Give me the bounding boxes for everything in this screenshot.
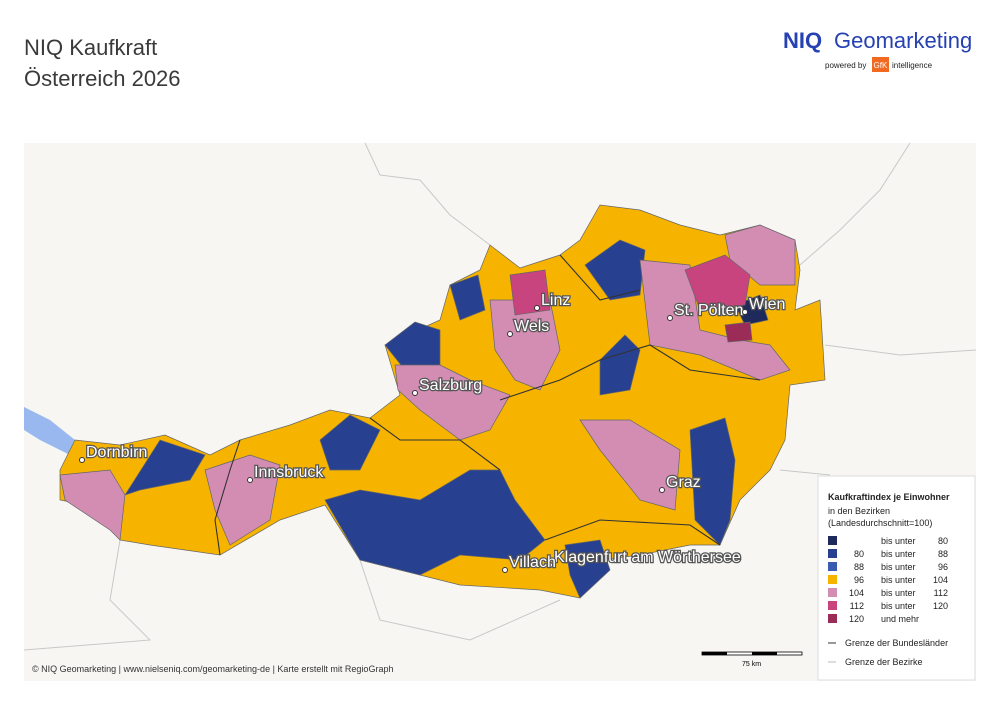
legend-to-label: bis unter — [881, 562, 916, 572]
legend-swatch — [828, 536, 837, 545]
legend-from: 104 — [849, 588, 864, 598]
city-dot — [742, 309, 748, 315]
legend-to-label: bis unter — [881, 601, 916, 611]
city-dot — [412, 390, 418, 396]
legend-subtitle: in den Bezirken — [828, 506, 890, 516]
city-dot — [659, 487, 665, 493]
legend-to-label: und mehr — [881, 614, 919, 624]
legend-to-label: bis unter — [881, 588, 916, 598]
city-label: Graz — [666, 474, 701, 491]
legend-to: 80 — [938, 536, 948, 546]
legend-swatch — [828, 562, 837, 571]
legend-title: Kaufkraftindex je Einwohner — [828, 492, 950, 502]
legend-from: 120 — [849, 614, 864, 624]
legend-swatch — [828, 614, 837, 623]
city-dot — [547, 562, 553, 568]
city-dot — [79, 457, 85, 463]
title: NIQ Kaufkraft — [24, 35, 157, 60]
logo-gfk: GfK — [874, 61, 888, 70]
legend-to: 96 — [938, 562, 948, 572]
legend-to-label: bis unter — [881, 536, 916, 546]
legend-subtitle: (Landesdurchschnitt=100) — [828, 518, 932, 528]
city-dot — [247, 477, 253, 483]
city-label: St. Pölten — [674, 302, 743, 319]
logo-intelligence: intelligence — [892, 61, 933, 70]
state-borders — [214, 254, 761, 556]
districts — [59, 204, 826, 599]
legend-to-label: bis unter — [881, 575, 916, 585]
legend-from: 88 — [854, 562, 864, 572]
city-dot — [507, 331, 513, 337]
city-label: Salzburg — [419, 377, 482, 394]
city-dot — [534, 305, 540, 311]
logo-gfk-box — [872, 57, 889, 72]
legend-from: 96 — [854, 575, 864, 585]
city-label: Wien — [749, 296, 785, 313]
country-borders — [23, 142, 977, 651]
city-dot — [667, 315, 673, 321]
legend-to: 104 — [933, 575, 948, 585]
legend-swatch — [828, 601, 837, 610]
city-label: Klagenfurt am Wörthersee — [554, 549, 741, 566]
legend-swatch — [828, 588, 837, 597]
city-label: Villach — [509, 554, 556, 571]
city-label: Linz — [541, 292, 570, 309]
legend-to: 88 — [938, 549, 948, 559]
logo-product: Geomarketing — [834, 28, 972, 53]
legend-to: 120 — [933, 601, 948, 611]
city-label: Wels — [514, 318, 549, 335]
legend — [817, 475, 976, 681]
legend-from: 112 — [850, 601, 864, 611]
lake — [24, 407, 75, 455]
legend-swatch — [828, 549, 837, 558]
footer: © NIQ Geomarketing | www.nielseniq.com/g… — [32, 664, 393, 674]
city-label: Innsbruck — [254, 464, 324, 481]
legend-to: 112 — [934, 588, 948, 598]
legend-from: 80 — [854, 549, 864, 559]
scale-label: 75 km — [742, 661, 761, 668]
legend-border: Grenze der Bezirke — [845, 657, 923, 667]
city-dot — [502, 567, 508, 573]
logo-brand: NIQ — [783, 28, 822, 53]
legend-border: Grenze der Bundesländer — [845, 638, 948, 648]
logo-powered: powered by — [825, 61, 866, 70]
legend-swatch — [828, 575, 837, 584]
legend-to-label: bis unter — [881, 549, 916, 559]
title: Österreich 2026 — [24, 66, 181, 91]
scale-bar — [701, 651, 803, 656]
city-label: Dornbirn — [86, 444, 147, 461]
